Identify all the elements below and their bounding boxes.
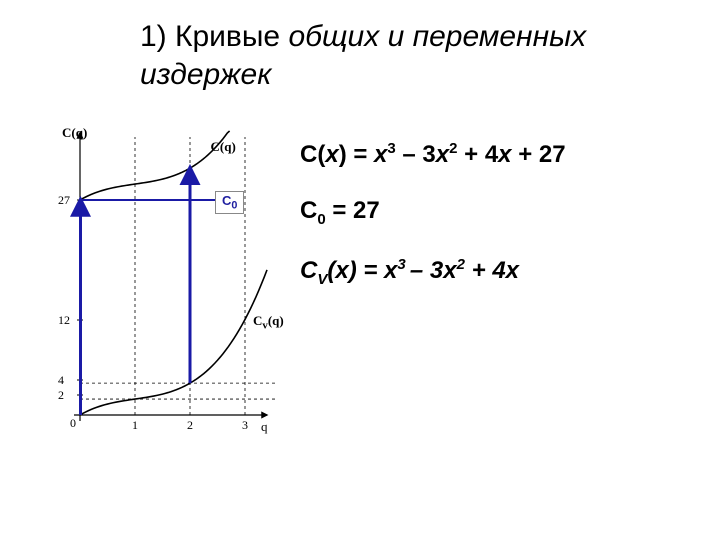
svg-text:2: 2 — [187, 418, 193, 432]
svg-text:3: 3 — [242, 418, 248, 432]
curve-cq-label: C(q) — [211, 139, 236, 155]
chart-svg: 1232412270 — [30, 125, 275, 445]
curve-cvq-label: Cv(q) — [253, 313, 284, 332]
formula-c0: C0 = 27 — [300, 196, 700, 230]
y-axis-label: C(q) — [62, 125, 87, 141]
c0-box-label: C0 — [215, 191, 244, 214]
svg-text:12: 12 — [58, 313, 70, 327]
svg-text:2: 2 — [58, 388, 64, 402]
title-prefix: 1) Кривые — [140, 20, 288, 53]
cost-curves-chart: 1232412270 C0 C(q) q C(q) Cv(q) — [30, 125, 275, 445]
svg-text:4: 4 — [58, 373, 64, 387]
slide-title: 1) Кривые общих и переменных издержек — [140, 18, 660, 93]
svg-text:27: 27 — [58, 193, 70, 207]
formula-c-of-x: C(x) = x3 – 3x2 + 4x + 27 — [300, 140, 700, 170]
formula-cv: CV(x) = x3 – 3x2 + 4x — [300, 256, 600, 290]
formula-block: C(x) = x3 – 3x2 + 4x + 27 C0 = 27 CV(x) … — [300, 140, 700, 315]
svg-text:1: 1 — [132, 418, 138, 432]
x-axis-label: q — [261, 419, 268, 435]
svg-text:0: 0 — [70, 416, 76, 430]
